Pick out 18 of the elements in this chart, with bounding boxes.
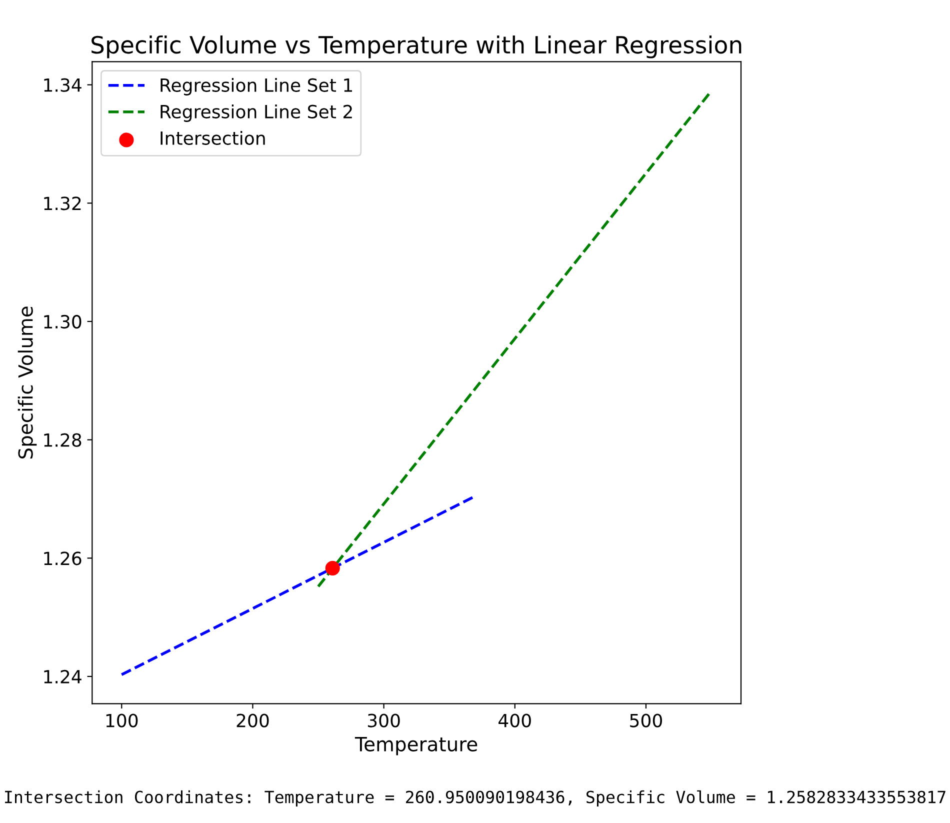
x-tick-label: 400 [498, 714, 531, 728]
x-tick-label: 300 [368, 714, 400, 728]
x-tick-label: 100 [106, 714, 138, 728]
x-axis-title: Temperature [354, 737, 478, 756]
x-tick-label: 200 [236, 714, 269, 728]
y-tick-label: 1.34 [44, 78, 82, 92]
y-tick-label: 1.32 [44, 196, 81, 210]
y-tick-label: 1.24 [44, 670, 82, 684]
legend-label: Intersection [160, 130, 265, 145]
x-tick-label: 500 [630, 714, 662, 728]
y-axis-title: Specific Volume [18, 306, 37, 459]
y-tick-label: 1.30 [44, 314, 82, 329]
text: Intersection Coordinates: Temperature = 260.950090198436, Specific Volume = 1.2582833433553817 [5, 790, 946, 807]
legend-label: Regression Line Set 2 [160, 104, 352, 122]
legend-label: Regression Line Set 1 [160, 78, 352, 96]
chart-title: Specific Volume vs Temperature with Linear Regression [92, 35, 742, 58]
y-tick-label: 1.26 [44, 552, 82, 566]
y-tick-label: 1.28 [44, 433, 82, 447]
